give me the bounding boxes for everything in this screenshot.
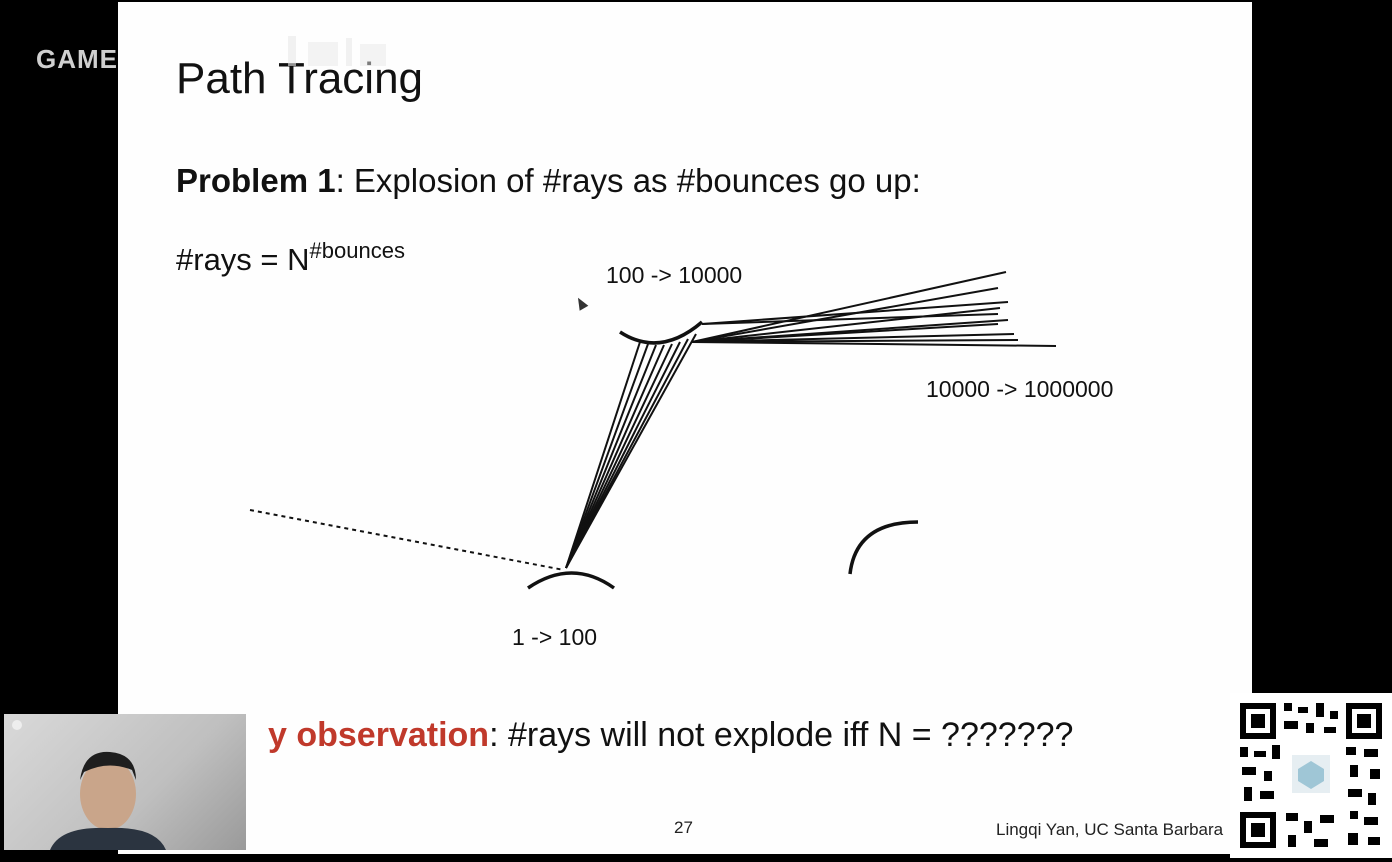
bilibili-logo bbox=[288, 36, 386, 66]
surface-arc-right bbox=[848, 520, 919, 575]
label-third-bounce: 10000 -> 1000000 bbox=[926, 376, 1114, 402]
channel-watermark: GAME bbox=[36, 44, 118, 74]
slide-credit: Lingqi Yan, UC Santa Barbara bbox=[996, 820, 1224, 839]
key-observation: y observation: #rays will not explode if… bbox=[268, 716, 1073, 755]
observation-text: : #rays will not explode iff N = ??????? bbox=[489, 716, 1074, 754]
webcam-indicator bbox=[12, 720, 22, 730]
presenter-webcam bbox=[4, 714, 246, 850]
problem-text: : Explosion of #rays as #bounces go up: bbox=[335, 162, 921, 199]
slide: Path Tracing Problem 1: Explosion of #ra… bbox=[118, 2, 1252, 854]
page-number: 27 bbox=[674, 818, 693, 837]
label-first-bounce: 1 -> 100 bbox=[512, 624, 598, 650]
ray-fan-second bbox=[691, 271, 1057, 347]
label-second-bounce: 100 -> 10000 bbox=[606, 262, 743, 288]
problem-statement: Problem 1: Explosion of #rays as #bounce… bbox=[176, 162, 921, 200]
problem-label: Problem 1 bbox=[176, 162, 336, 199]
ray-bounce-diagram bbox=[249, 271, 1057, 590]
incoming-ray bbox=[249, 509, 565, 571]
ray-fan-first bbox=[565, 333, 697, 569]
qr-code bbox=[1230, 693, 1392, 858]
presenter-avatar bbox=[50, 751, 166, 850]
observation-key: y observation bbox=[268, 716, 490, 754]
rays-formula: #rays = N#bounces bbox=[176, 238, 405, 278]
formula-base: #rays = N bbox=[176, 242, 310, 277]
surface-arc-top bbox=[619, 320, 704, 345]
formula-exponent: #bounces bbox=[309, 238, 405, 263]
surface-arc-bottom bbox=[527, 571, 616, 590]
